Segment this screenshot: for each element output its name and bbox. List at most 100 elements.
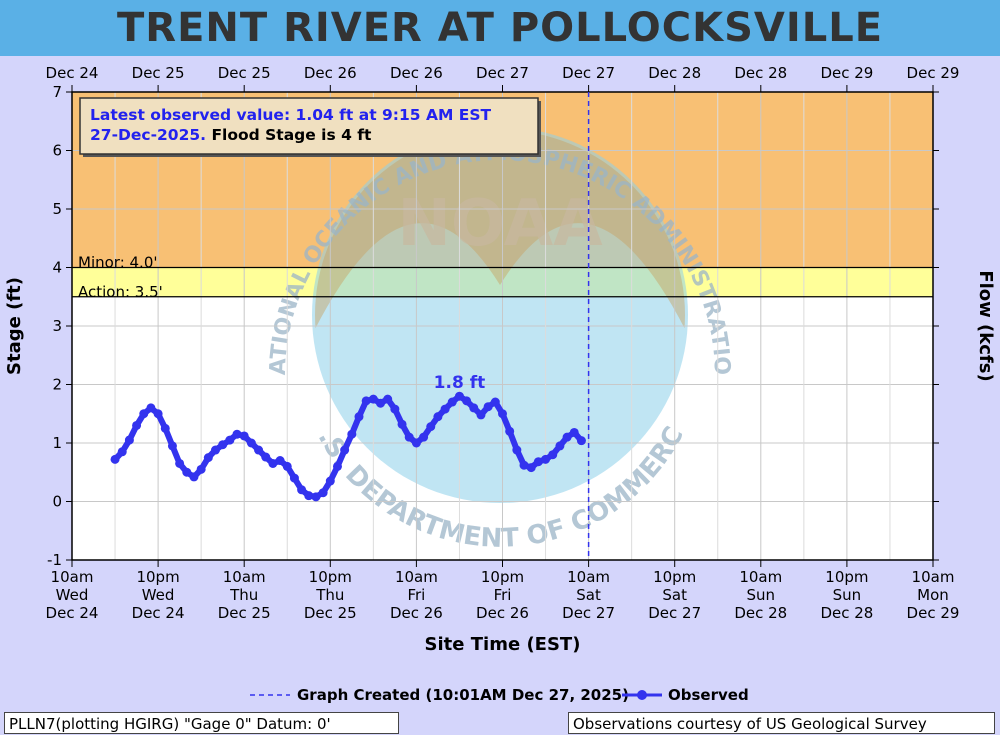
legend-observed-label: Observed <box>668 686 749 704</box>
observed-point <box>110 454 120 464</box>
x-tick-label: Thu <box>229 586 258 604</box>
observed-point <box>239 431 249 441</box>
x-tick-label: Dec 25 <box>218 604 271 622</box>
latest-observed-box <box>79 97 539 155</box>
observed-point <box>189 472 199 482</box>
observed-point <box>182 467 192 477</box>
x-top-tick-label: Dec 24 <box>46 64 99 82</box>
latest-observed-line1: Latest observed value: 1.04 ft at 9:15 A… <box>90 106 492 124</box>
x-tick-label: 10pm <box>825 568 868 586</box>
observed-point <box>203 453 213 463</box>
y-tick-label: -1 <box>47 551 62 569</box>
observed-point <box>519 460 529 470</box>
x-tick-label: 10pm <box>481 568 524 586</box>
x-top-tick-label: Dec 26 <box>304 64 357 82</box>
observed-point <box>469 403 479 413</box>
observed-point <box>541 454 551 464</box>
observed-point <box>268 458 278 468</box>
chart-title: TRENT RIVER AT POLLOCKSVILLE <box>116 5 884 51</box>
y-axis-label: Stage (ft) <box>4 277 25 375</box>
observed-point <box>275 456 285 466</box>
y-tick-label: 5 <box>52 200 62 218</box>
x-axis-label: Site Time (EST) <box>425 634 581 655</box>
observed-point <box>548 450 558 460</box>
observed-point <box>383 394 393 404</box>
x-tick-label: Sat <box>576 586 601 604</box>
x-tick-label: Dec 25 <box>304 604 357 622</box>
observed-point <box>404 432 414 442</box>
x-top-tick-label: Dec 26 <box>390 64 443 82</box>
observed-point <box>390 404 400 414</box>
x-tick-label: Sun <box>833 586 862 604</box>
observed-point <box>505 426 515 436</box>
observed-point <box>175 458 185 468</box>
observed-point <box>139 409 149 419</box>
observed-point <box>218 440 228 450</box>
y-tick-label: 2 <box>52 376 62 394</box>
observed-point <box>368 394 378 404</box>
observed-point <box>347 429 357 439</box>
observed-point <box>124 435 134 445</box>
x-tick-label: 10am <box>912 568 955 586</box>
x-tick-label: 10am <box>567 568 610 586</box>
x-tick-label: Dec 26 <box>476 604 529 622</box>
latest-observed-line2: 27-Dec-2025. Flood Stage is 4 ft <box>90 126 372 144</box>
x-top-tick-label: Dec 25 <box>218 64 271 82</box>
observed-point <box>462 396 472 406</box>
series-group <box>110 391 586 502</box>
x-tick-label: 10am <box>739 568 782 586</box>
observed-point <box>526 463 536 473</box>
threshold-label: Minor: 4.0' <box>78 254 158 272</box>
observed-point <box>397 419 407 429</box>
logo-disc <box>312 127 688 503</box>
logo-bird <box>315 130 685 335</box>
observed-point <box>332 461 342 471</box>
x-tick-label: Mon <box>917 586 949 604</box>
observed-point <box>490 397 500 407</box>
observed-point <box>282 461 292 471</box>
observed-point <box>146 403 156 413</box>
legend-observed-marker <box>637 690 647 700</box>
observed-point <box>533 457 543 467</box>
observed-point <box>132 420 142 430</box>
observed-point <box>261 452 271 462</box>
x-tick-label: Dec 24 <box>46 604 99 622</box>
observed-point <box>361 396 371 406</box>
y-tick-label: 0 <box>52 493 62 511</box>
x-tick-label: Dec 24 <box>132 604 185 622</box>
observed-point <box>211 445 220 455</box>
x-tick-label: 10pm <box>309 568 352 586</box>
observed-point <box>512 445 522 455</box>
y-tick-label: 7 <box>52 83 62 101</box>
logo-center-text: NOAA <box>397 187 603 261</box>
threshold-lines: Minor: 4.0' Action: 3.5' <box>72 254 933 301</box>
x-top-tick-label: Dec 29 <box>907 64 960 82</box>
observed-point <box>376 398 386 408</box>
x-tick-label: Wed <box>56 586 89 604</box>
y-tick-label: 6 <box>52 142 62 160</box>
observed-point <box>325 476 335 486</box>
observed-point <box>354 412 364 422</box>
x-tick-label: Dec 29 <box>907 604 960 622</box>
observed-point <box>555 441 565 451</box>
observed-point <box>304 491 314 501</box>
observed-point <box>440 404 450 414</box>
grid-lines <box>71 91 934 561</box>
observed-point <box>160 423 170 433</box>
observed-point <box>232 429 242 439</box>
y-tick-label: 4 <box>52 259 62 277</box>
observed-point <box>340 445 350 455</box>
peak-label: 1.8 ft <box>434 373 486 393</box>
footer-credit: Observations courtesy of US Geological S… <box>568 712 995 734</box>
x-tick-label: Sat <box>662 586 687 604</box>
x-tick-label: 10am <box>223 568 266 586</box>
x-top-tick-label: Dec 27 <box>476 64 529 82</box>
x-tick-label: Dec 27 <box>562 604 615 622</box>
x-tick-label: Dec 28 <box>820 604 873 622</box>
observed-point <box>483 402 493 412</box>
overlays: 1.8 ft Latest observed value: 1.04 ft at … <box>79 92 590 560</box>
observed-point <box>318 488 328 498</box>
observed-point <box>196 464 206 474</box>
observed-point <box>411 438 421 448</box>
